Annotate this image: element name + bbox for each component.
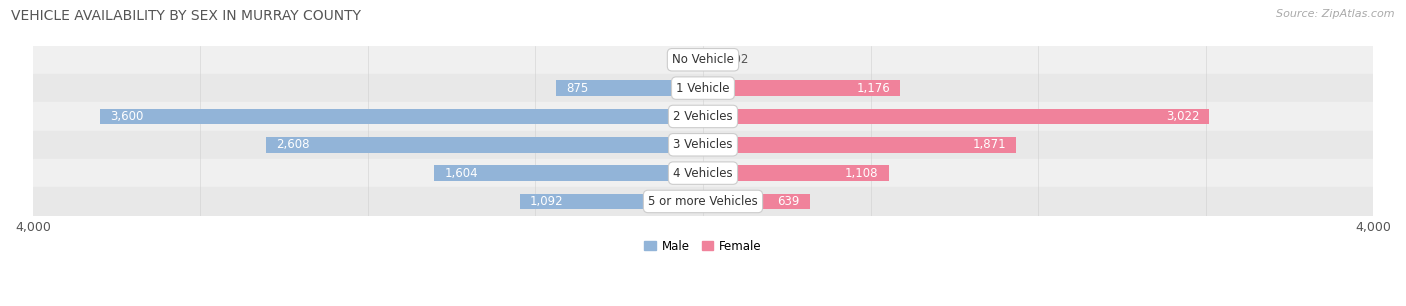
Bar (703, 194, 810, 209)
Text: 1,092: 1,092 (530, 195, 564, 208)
Bar (703, 165, 889, 181)
Text: 3,022: 3,022 (1166, 110, 1199, 123)
Text: 875: 875 (567, 82, 589, 95)
Text: 1,108: 1,108 (845, 167, 879, 180)
Legend: Male, Female: Male, Female (640, 235, 766, 257)
Bar (520, 194, 703, 209)
Text: 1,604: 1,604 (444, 167, 478, 180)
Bar (32, 102, 1374, 131)
Text: 1,176: 1,176 (856, 82, 890, 95)
Text: 3,600: 3,600 (110, 110, 143, 123)
Text: No Vehicle: No Vehicle (672, 53, 734, 66)
Text: 22: 22 (678, 53, 693, 66)
Bar (32, 187, 1374, 216)
Bar (703, 80, 900, 96)
Bar (557, 80, 703, 96)
Bar (100, 109, 703, 124)
Bar (32, 159, 1374, 187)
Bar (32, 74, 1374, 102)
Text: 5 or more Vehicles: 5 or more Vehicles (648, 195, 758, 208)
Text: VEHICLE AVAILABILITY BY SEX IN MURRAY COUNTY: VEHICLE AVAILABILITY BY SEX IN MURRAY CO… (11, 9, 361, 23)
Bar (434, 165, 703, 181)
Bar (703, 52, 720, 68)
Text: 2,608: 2,608 (276, 138, 309, 151)
Text: 639: 639 (778, 195, 800, 208)
Text: 3 Vehicles: 3 Vehicles (673, 138, 733, 151)
Text: 1 Vehicle: 1 Vehicle (676, 82, 730, 95)
Bar (703, 109, 1209, 124)
Text: 1,871: 1,871 (973, 138, 1007, 151)
Bar (32, 46, 1374, 74)
Text: 102: 102 (727, 53, 749, 66)
Bar (703, 137, 1017, 153)
Bar (32, 131, 1374, 159)
Text: 2 Vehicles: 2 Vehicles (673, 110, 733, 123)
Bar (266, 137, 703, 153)
Text: Source: ZipAtlas.com: Source: ZipAtlas.com (1277, 9, 1395, 19)
Text: 4 Vehicles: 4 Vehicles (673, 167, 733, 180)
Bar (699, 52, 703, 68)
